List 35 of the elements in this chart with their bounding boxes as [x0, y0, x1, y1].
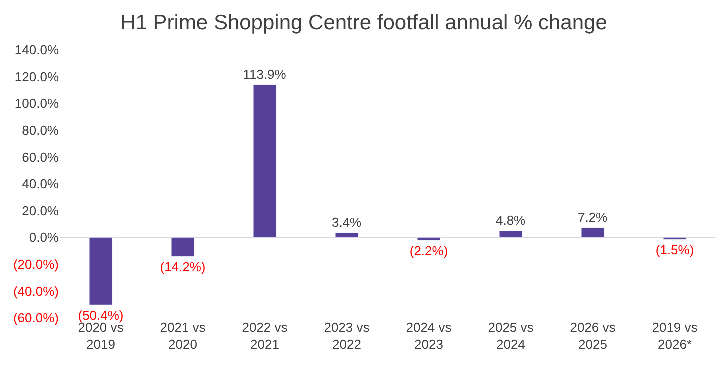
y-tick-label: (60.0%) [13, 310, 59, 326]
bar [335, 232, 359, 238]
x-tick-label: 2021 vs 2020 [160, 320, 206, 352]
data-label: (1.5%) [656, 242, 694, 258]
data-label: 113.9% [243, 66, 287, 82]
bar [581, 228, 605, 238]
x-tick-label: 2025 vs 2024 [488, 320, 534, 352]
chart-title: H1 Prime Shopping Centre footfall annual % change [120, 11, 608, 34]
y-tick-label: (40.0%) [13, 284, 59, 299]
bar [417, 237, 441, 241]
y-tick-label: 80.0% [22, 122, 60, 138]
y-tick-label: 120.0% [14, 69, 60, 84]
bar [663, 237, 687, 240]
y-tick-label: 40.0% [22, 176, 60, 192]
x-tick-label: 2024 vs 2023 [406, 320, 452, 352]
data-label: 7.2% [578, 210, 608, 225]
bar [89, 237, 113, 306]
x-tick-label: 2026 vs 2025 [570, 320, 616, 352]
x-tick-label: 2019 vs 2026* [652, 320, 698, 352]
data-label: (14.2%) [160, 260, 206, 275]
bar [171, 237, 195, 257]
y-tick-label: 140.0% [14, 42, 60, 58]
data-label: (50.4%) [78, 308, 124, 324]
y-tick-label: 100.0% [14, 96, 60, 112]
x-tick-label: 2023 vs 2022 [324, 320, 370, 352]
x-tick-label: 2022 vs 2021 [242, 320, 288, 352]
data-label: 4.8% [496, 213, 526, 228]
y-tick-label: 0.0% [29, 230, 60, 246]
data-label: 3.4% [332, 215, 362, 230]
y-tick-label: (20.0%) [13, 256, 59, 272]
y-tick-label: 60.0% [22, 150, 60, 165]
bar [253, 84, 277, 238]
bar [499, 230, 523, 238]
y-tick-label: 20.0% [22, 203, 60, 218]
data-label: (2.2%) [410, 244, 448, 259]
